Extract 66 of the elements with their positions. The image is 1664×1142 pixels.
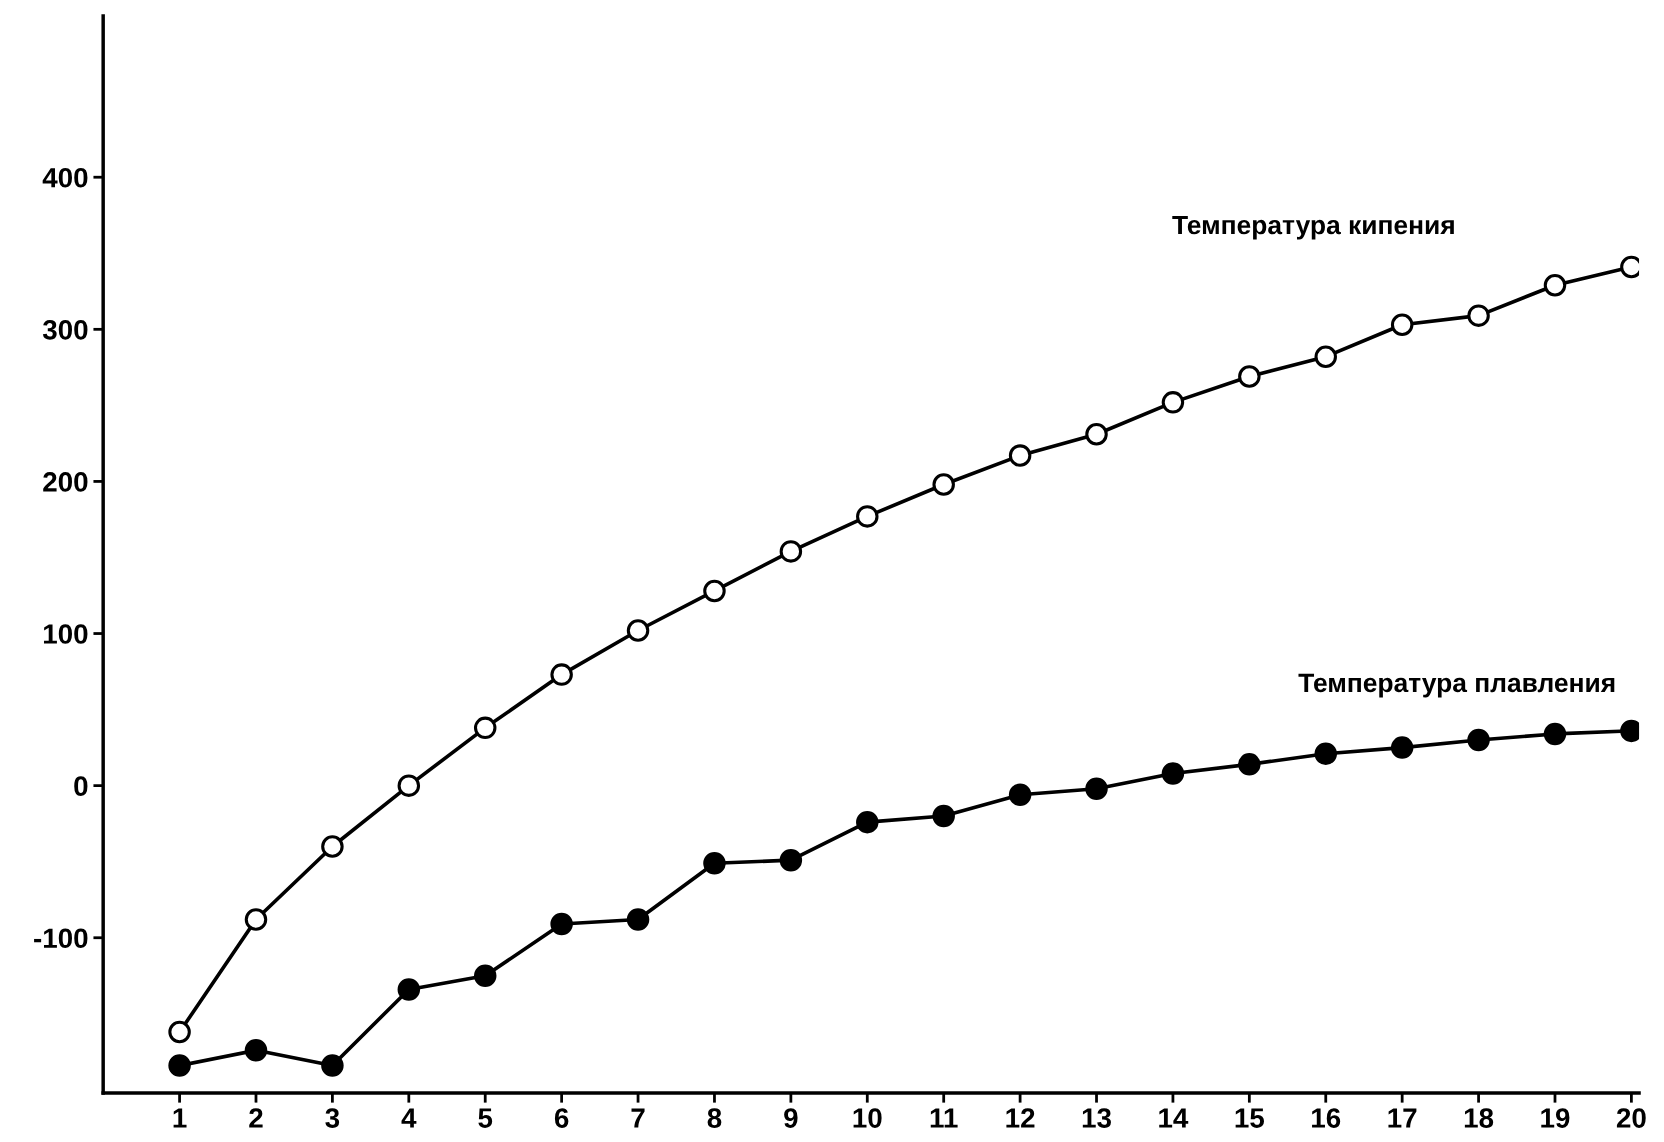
point xyxy=(1085,777,1108,800)
y-tick-label: 400 xyxy=(42,167,88,188)
point xyxy=(1390,736,1414,759)
y-tick-label: 200 xyxy=(43,472,88,492)
point xyxy=(321,835,344,858)
x-tick-label: 11 xyxy=(930,1108,958,1128)
point xyxy=(932,804,955,828)
point xyxy=(1008,783,1032,807)
point xyxy=(473,964,497,988)
point xyxy=(1238,753,1261,776)
x-tick-label: 17 xyxy=(1388,1108,1417,1128)
x-tick-label: 14 xyxy=(1159,1108,1189,1128)
point xyxy=(1467,728,1490,752)
point xyxy=(1008,444,1032,467)
point xyxy=(856,505,879,528)
y-tick-label: 0 xyxy=(74,776,88,796)
point xyxy=(1238,365,1261,388)
point xyxy=(473,716,497,740)
x-tick-label: 7 xyxy=(631,1108,645,1128)
point xyxy=(1314,345,1338,368)
point xyxy=(550,912,573,936)
point xyxy=(397,978,421,1001)
x-tick-label: 4 xyxy=(401,1108,417,1128)
x-tick-label: 15 xyxy=(1235,1108,1265,1128)
point xyxy=(1314,742,1338,765)
point xyxy=(779,848,803,872)
point xyxy=(626,908,650,931)
x-tick-label: 1 xyxy=(173,1108,187,1128)
point xyxy=(1161,762,1185,785)
text: Температура кипения xyxy=(1172,215,1454,240)
point xyxy=(1161,391,1185,414)
point xyxy=(779,540,803,563)
x-tick-label: 2 xyxy=(249,1108,263,1128)
y-tick-label: 100 xyxy=(43,624,88,644)
x-tick-label: 5 xyxy=(478,1108,493,1128)
point xyxy=(168,1054,191,1077)
point xyxy=(321,1054,344,1077)
point xyxy=(1467,304,1490,327)
x-tick-label: 6 xyxy=(554,1108,569,1128)
x-tick-label: 13 xyxy=(1082,1108,1111,1128)
point xyxy=(856,810,879,834)
x-tick-label: 3 xyxy=(325,1108,340,1128)
point xyxy=(168,1020,191,1044)
point xyxy=(932,473,955,496)
point xyxy=(703,579,726,603)
point xyxy=(550,663,573,686)
x-tick-label: 20 xyxy=(1616,1108,1646,1128)
y-tick-label: -100 xyxy=(34,928,88,949)
point xyxy=(626,619,650,642)
point xyxy=(1085,423,1108,446)
point xyxy=(1543,722,1567,746)
x-tick-label: 18 xyxy=(1464,1108,1494,1128)
series-label: Температура плавления xyxy=(1298,673,1615,698)
point xyxy=(244,908,268,931)
point xyxy=(1543,273,1567,297)
x-tick-label: 16 xyxy=(1312,1108,1341,1128)
point xyxy=(1390,313,1414,337)
point xyxy=(244,1039,268,1062)
x-tick-label: 12 xyxy=(1006,1108,1035,1128)
y-tick-label: 300 xyxy=(42,319,88,340)
x-tick-label: 19 xyxy=(1541,1108,1570,1128)
point xyxy=(703,851,726,875)
x-tick-label: 9 xyxy=(784,1108,798,1128)
x-tick-label: 8 xyxy=(707,1108,722,1128)
x-tick-label: 10 xyxy=(853,1108,882,1128)
point xyxy=(397,774,421,797)
